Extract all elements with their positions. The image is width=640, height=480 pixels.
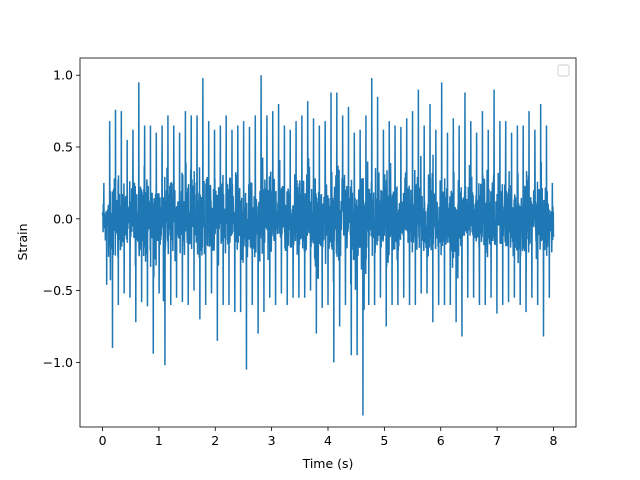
x-tick-label: 3	[268, 433, 276, 448]
y-axis: −1.0 −0.5 0.0 0.5 1.0	[43, 68, 80, 370]
legend-box	[557, 64, 570, 77]
x-axis-label: Time (s)	[302, 456, 354, 471]
x-tick-label: 1	[155, 433, 163, 448]
x-tick-label: 2	[211, 433, 219, 448]
x-tick-label: 5	[380, 433, 388, 448]
x-tick-label: 6	[437, 433, 445, 448]
y-tick-label: −1.0	[43, 355, 73, 370]
y-tick-label: −0.5	[43, 283, 73, 298]
x-axis: 0 1 2 3 4 5 6 7 8	[99, 427, 557, 448]
x-tick-label: 8	[549, 433, 557, 448]
y-tick-label: 1.0	[53, 68, 73, 83]
x-tick-label: 7	[493, 433, 501, 448]
y-tick-label: 0.0	[53, 211, 73, 226]
data-layer	[101, 75, 555, 416]
y-tick-label: 0.5	[53, 140, 73, 155]
x-tick-label: 0	[99, 433, 107, 448]
y-axis-label: Strain	[15, 223, 30, 260]
x-tick-label: 4	[324, 433, 332, 448]
strain-series-line	[101, 75, 555, 416]
